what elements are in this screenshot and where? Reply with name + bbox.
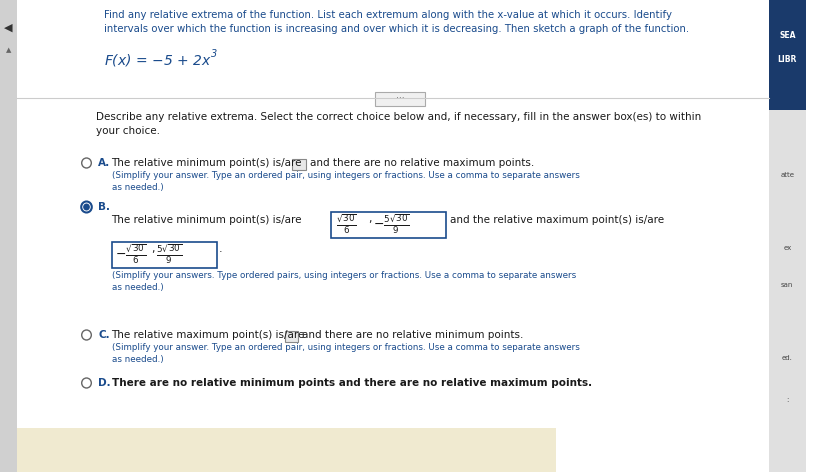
Text: A.: A.	[98, 158, 110, 168]
Text: (Simplify your answer. Type an ordered pair, using integers or fractions. Use a : (Simplify your answer. Type an ordered p…	[112, 343, 580, 352]
Text: $\frac{\sqrt{30}}{6}$: $\frac{\sqrt{30}}{6}$	[336, 213, 357, 236]
Text: san: san	[781, 282, 794, 288]
Text: There are no relative minimum points and there are no relative maximum points.: There are no relative minimum points and…	[112, 378, 591, 388]
Bar	[0, 0, 18, 472]
Text: B.: B.	[98, 202, 110, 212]
Text: The relative minimum point(s) is/are: The relative minimum point(s) is/are	[112, 158, 302, 168]
Text: your choice.: your choice.	[96, 126, 160, 136]
Text: Describe any relative extrema. Select the correct choice below and, if necessary: Describe any relative extrema. Select th…	[96, 112, 701, 122]
Text: $-\frac{5\sqrt{30}}{9}$: $-\frac{5\sqrt{30}}{9}$	[373, 213, 410, 236]
Text: atte: atte	[780, 172, 795, 178]
Text: and the relative maximum point(s) is/are: and the relative maximum point(s) is/are	[450, 215, 664, 225]
Text: Find any relative extrema of the function. List each extremum along with the x-v: Find any relative extrema of the functio…	[104, 10, 672, 20]
Bar	[769, 0, 806, 110]
Bar	[375, 92, 425, 106]
Text: The relative maximum point(s) is/are: The relative maximum point(s) is/are	[112, 330, 305, 340]
Bar	[18, 428, 555, 472]
Bar	[769, 110, 806, 472]
Text: as needed.): as needed.)	[112, 183, 164, 192]
Text: ,: ,	[151, 244, 154, 254]
Text: (Simplify your answer. Type an ordered pair, using integers or fractions. Use a : (Simplify your answer. Type an ordered p…	[112, 171, 580, 180]
Text: as needed.): as needed.)	[112, 355, 164, 364]
Text: F(x) = $-$5 + 2x: F(x) = $-$5 + 2x	[104, 52, 211, 68]
Text: .: .	[219, 244, 223, 254]
Text: :: :	[786, 397, 789, 403]
Bar	[292, 159, 305, 170]
Text: SEA: SEA	[779, 31, 795, 40]
Text: ···: ···	[395, 94, 404, 103]
Text: LIBR: LIBR	[778, 56, 797, 65]
Bar	[18, 428, 555, 472]
Text: D.: D.	[98, 378, 111, 388]
Text: intervals over which the function is increasing and over which it is decreasing.: intervals over which the function is inc…	[104, 24, 689, 34]
Bar	[331, 212, 446, 238]
Text: $\frac{5\sqrt{30}}{9}$: $\frac{5\sqrt{30}}{9}$	[156, 243, 182, 266]
Bar	[284, 331, 298, 342]
Bar	[112, 242, 217, 268]
Text: ,: ,	[368, 214, 372, 224]
Text: and there are no relative minimum points.: and there are no relative minimum points…	[302, 330, 524, 340]
Text: ex: ex	[783, 245, 791, 251]
Text: C.: C.	[98, 330, 110, 340]
Text: and there are no relative maximum points.: and there are no relative maximum points…	[310, 158, 534, 168]
Text: ◀: ◀	[4, 23, 13, 33]
Text: The relative minimum point(s) is/are: The relative minimum point(s) is/are	[112, 215, 302, 225]
Text: (Simplify your answers. Type ordered pairs, using integers or fractions. Use a c: (Simplify your answers. Type ordered pai…	[112, 271, 576, 280]
Text: ed.: ed.	[782, 355, 793, 361]
Circle shape	[83, 203, 90, 211]
Text: $-\frac{\sqrt{30}}{6}$: $-\frac{\sqrt{30}}{6}$	[115, 243, 147, 266]
Text: 3: 3	[211, 49, 218, 59]
Text: as needed.): as needed.)	[112, 283, 164, 292]
Text: ▲: ▲	[6, 47, 12, 53]
